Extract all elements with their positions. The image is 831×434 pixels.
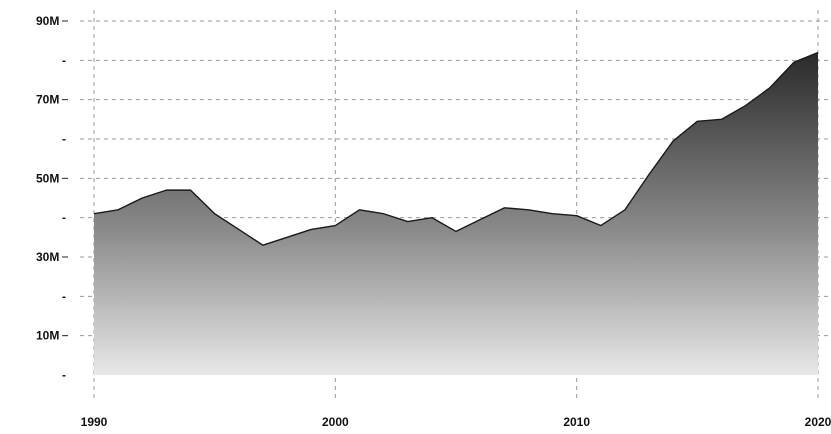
y-tick-label: 90M — [36, 14, 59, 28]
x-tick-label: 1990 — [81, 415, 108, 429]
area-series — [93, 51, 819, 375]
y-tick-label: 10M — [36, 329, 59, 343]
y-minor-tick-label: - — [62, 211, 66, 225]
axis-ticks — [62, 20, 68, 337]
y-minor-tick-label: - — [62, 132, 66, 146]
area-outline — [93, 51, 819, 246]
x-tick-label: 2020 — [805, 415, 831, 429]
x-tick-label: 2000 — [322, 415, 349, 429]
y-tick-label: 30M — [36, 250, 59, 264]
x-tick-label: 2010 — [563, 415, 590, 429]
tick-labels: 10M 30M 50M 70M 90M - - - - - 1990 2000 2010 2020 — [36, 14, 831, 429]
y-minor-tick-label: - — [62, 368, 66, 382]
y-tick-label: 50M — [36, 171, 59, 185]
y-minor-tick-label: - — [62, 289, 66, 303]
y-minor-tick-label: - — [62, 53, 66, 67]
y-tick-label: 70M — [36, 93, 59, 107]
area-fill — [94, 52, 818, 375]
